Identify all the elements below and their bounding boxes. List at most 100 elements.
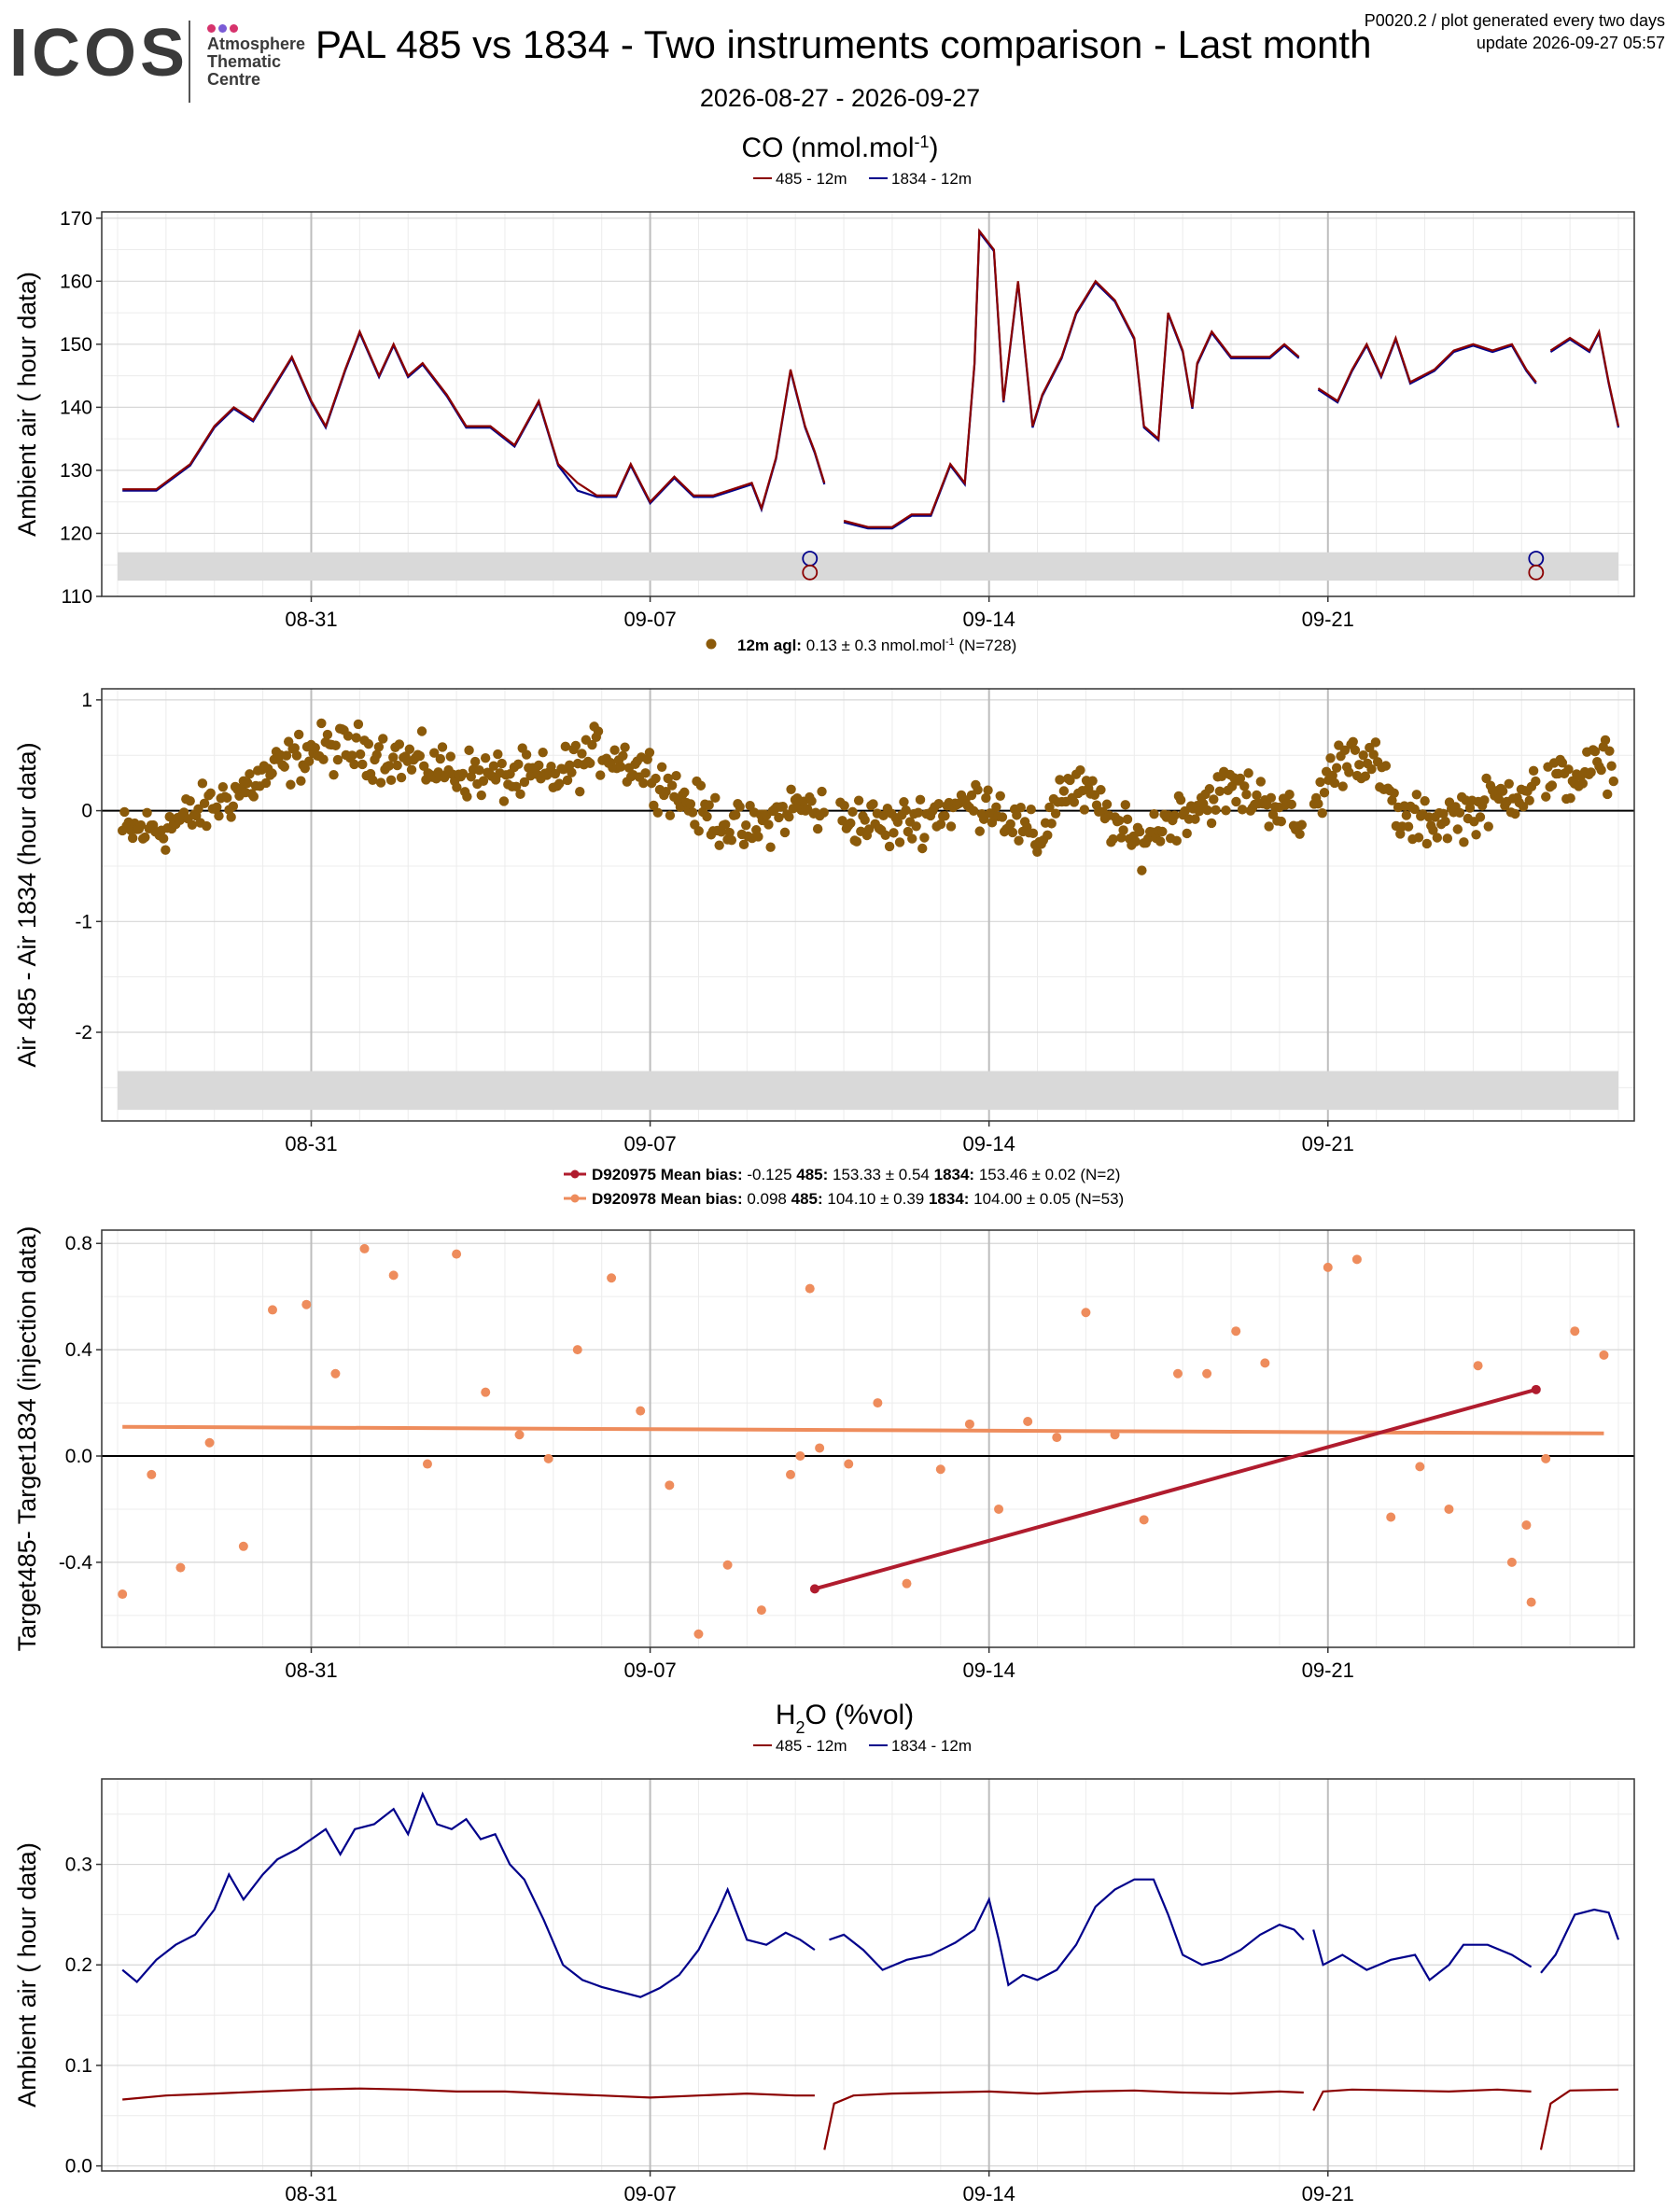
target-point-D920978 xyxy=(964,1419,974,1429)
difference-point xyxy=(880,830,890,841)
difference-point xyxy=(644,748,655,758)
difference-point xyxy=(714,840,724,850)
y-tick-label: 0.4 xyxy=(65,1339,93,1361)
difference-point xyxy=(416,726,427,736)
difference-point xyxy=(1264,821,1274,832)
difference-point xyxy=(1028,828,1039,839)
difference-point xyxy=(995,791,1005,801)
difference-point xyxy=(554,778,565,789)
difference-point xyxy=(1276,816,1287,827)
plot-panel xyxy=(102,1230,1634,1647)
difference-point xyxy=(316,718,327,729)
difference-point xyxy=(1122,814,1133,825)
y-tick-label: -1 xyxy=(75,911,92,932)
difference-point xyxy=(1531,776,1541,787)
date-range: 2026-08-27 - 2026-09-27 xyxy=(699,84,981,112)
difference-point xyxy=(293,729,304,740)
missing-data-band xyxy=(118,552,1618,581)
target-point-D920978 xyxy=(1415,1462,1425,1472)
legend-label: 485 - 12m xyxy=(776,1737,847,1755)
legend-label: 1834 - 12m xyxy=(891,170,972,188)
icos-logo: ICOS Atmosphere Thematic Centre xyxy=(9,7,308,103)
difference-point xyxy=(1409,804,1420,815)
y-tick-label: 0.3 xyxy=(65,1855,92,1876)
y-tick-label: 140 xyxy=(60,397,92,418)
difference-point xyxy=(1012,810,1022,820)
difference-point xyxy=(457,768,469,779)
difference-point xyxy=(478,776,489,786)
difference-point xyxy=(911,821,921,832)
difference-point xyxy=(212,802,222,813)
difference-point xyxy=(1050,808,1061,819)
x-tick-label: 09-07 xyxy=(623,1659,676,1682)
difference-point xyxy=(300,763,310,774)
difference-point xyxy=(693,826,704,836)
difference-point xyxy=(1504,778,1514,789)
difference-point xyxy=(1065,775,1075,786)
difference-point xyxy=(997,812,1008,822)
x-tick-label: 08-31 xyxy=(285,2182,337,2205)
difference-point xyxy=(1239,781,1250,791)
target-point-D920978 xyxy=(805,1283,815,1294)
difference-point xyxy=(1541,791,1551,802)
difference-point xyxy=(538,747,548,758)
target-point-D920978 xyxy=(693,1629,704,1639)
difference-point xyxy=(243,777,253,789)
difference-point xyxy=(685,799,696,809)
difference-point xyxy=(919,833,930,843)
difference-point xyxy=(721,819,731,830)
difference-point xyxy=(1235,773,1246,784)
difference-point xyxy=(1206,818,1217,829)
y-tick-label: 0.0 xyxy=(65,1446,92,1467)
difference-point xyxy=(217,782,229,792)
difference-point xyxy=(1319,788,1330,798)
legend-label: 1834 - 12m xyxy=(891,1737,972,1755)
section-title-h2o: H2O (%vol) xyxy=(776,1700,914,1737)
difference-point xyxy=(368,775,378,785)
target-point-D920978 xyxy=(452,1249,462,1259)
difference-point xyxy=(901,805,911,816)
target-point-D920978 xyxy=(1260,1358,1270,1368)
difference-point xyxy=(318,754,329,764)
difference-point xyxy=(1606,761,1617,771)
difference-point xyxy=(1175,794,1186,805)
difference-point xyxy=(1600,735,1611,746)
difference-point xyxy=(330,740,341,750)
difference-point xyxy=(741,819,751,831)
difference-point xyxy=(595,770,606,780)
y-tick-label: 170 xyxy=(60,208,92,230)
difference-point xyxy=(289,743,300,753)
difference-point xyxy=(846,818,856,829)
target-point-D920978 xyxy=(204,1437,215,1448)
difference-point xyxy=(343,731,354,741)
difference-point xyxy=(515,789,525,800)
difference-point xyxy=(267,768,277,778)
difference-point xyxy=(765,842,776,852)
difference-point xyxy=(1134,826,1145,837)
target-point-D920978 xyxy=(359,1243,370,1253)
target-point-D920978 xyxy=(1599,1350,1609,1360)
difference-point xyxy=(497,758,507,769)
difference-point xyxy=(1586,767,1596,777)
difference-point xyxy=(1043,830,1053,841)
series-line-1834 xyxy=(121,1791,1620,1998)
difference-point xyxy=(1380,761,1392,771)
difference-point xyxy=(945,821,957,832)
difference-point xyxy=(1149,809,1159,819)
logo-dots xyxy=(207,21,241,37)
difference-point xyxy=(127,833,138,844)
difference-point xyxy=(414,750,426,762)
target-point-D920978 xyxy=(481,1387,491,1397)
fit-line-D920978 xyxy=(122,1424,1604,1435)
target-point-D920978 xyxy=(1110,1430,1120,1440)
difference-point xyxy=(851,836,862,847)
target-point-D920978 xyxy=(1351,1254,1362,1265)
legend-swatch-point xyxy=(570,1194,580,1203)
difference-point xyxy=(513,759,524,770)
logo-wordmark: ICOS xyxy=(9,16,189,91)
missing-data-band xyxy=(118,1071,1618,1111)
difference-point xyxy=(1471,830,1481,840)
difference-point xyxy=(437,742,448,752)
y-axis-label: Ambient air ( hour data) xyxy=(13,1842,41,2107)
difference-point xyxy=(394,739,405,749)
